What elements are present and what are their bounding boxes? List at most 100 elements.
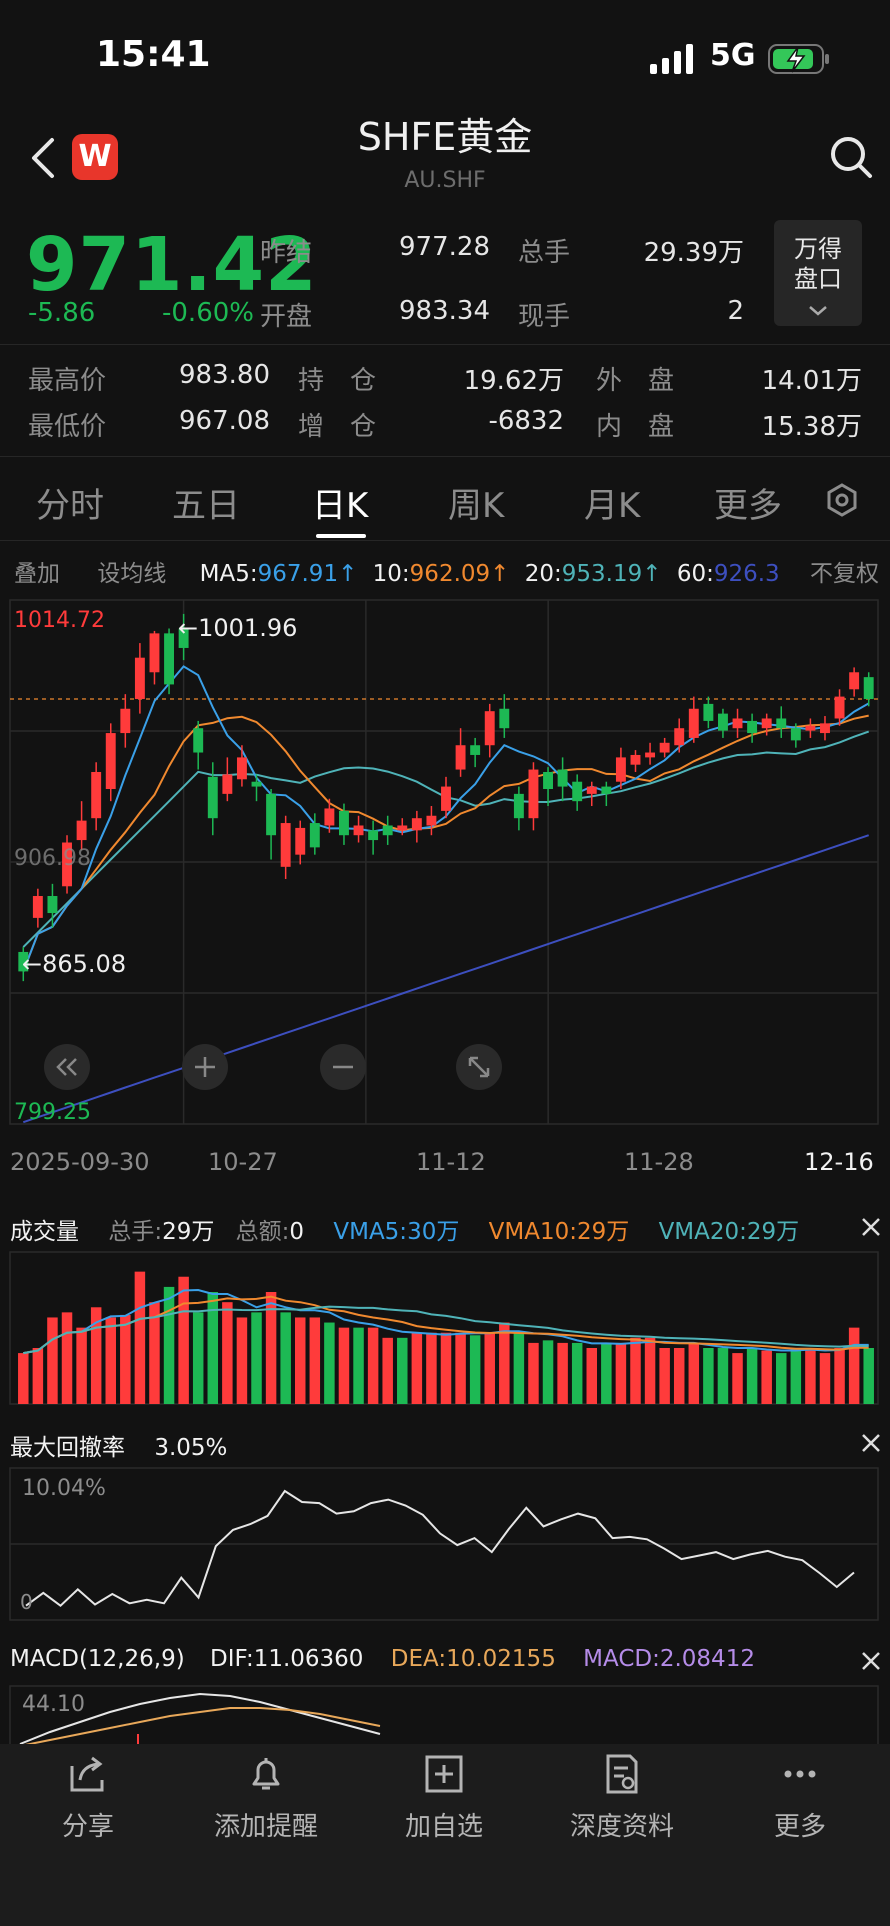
- tab-day-k[interactable]: 日K: [312, 486, 369, 526]
- volume-bar: [601, 1342, 612, 1404]
- candle-body: [572, 781, 583, 802]
- open-label: 开盘: [260, 302, 313, 332]
- macd-top-label: 44.10: [22, 1692, 85, 1717]
- volume-bar: [251, 1312, 262, 1404]
- total-hands-label: 总手:: [108, 1219, 163, 1245]
- candle-body: [105, 733, 116, 790]
- ma5-label: MA5:: [199, 561, 258, 587]
- volume-bar: [805, 1348, 816, 1404]
- deep-data-label: 深度资料: [569, 1812, 674, 1842]
- fullscreen-button[interactable]: [456, 1044, 502, 1090]
- ma20-label: 20:: [524, 561, 562, 587]
- open-interest-label: 持 仓: [298, 366, 377, 396]
- divider: [0, 540, 890, 541]
- add-watchlist-label: 加自选: [404, 1812, 483, 1842]
- ma5-value: 967.91↑: [257, 561, 358, 587]
- wind-orderbook-button[interactable]: 万得 盘口: [774, 220, 862, 326]
- candle-body: [557, 769, 568, 787]
- document-icon: [606, 1754, 638, 1794]
- dea-value: 10.02155: [446, 1646, 556, 1672]
- close-volume-icon[interactable]: [860, 1216, 882, 1238]
- candle-body: [76, 820, 87, 841]
- tab-week-k[interactable]: 周K: [448, 486, 505, 526]
- volume-bar: [819, 1353, 831, 1404]
- candle-body: [834, 696, 845, 719]
- candle-body: [222, 774, 233, 794]
- scroll-left-button[interactable]: [44, 1044, 90, 1090]
- macd-title: MACD(12,26,9): [10, 1646, 185, 1672]
- set-ma-button[interactable]: 设均线: [97, 561, 167, 587]
- share-button[interactable]: 分享: [8, 1752, 168, 1843]
- low-annotation: ←865.08: [22, 950, 127, 978]
- volume-bar: [630, 1337, 641, 1404]
- drawdown-title: 最大回撤率: [10, 1435, 125, 1461]
- vma20-value: 29万: [746, 1219, 800, 1245]
- candle-body: [455, 745, 466, 770]
- candle-body: [615, 757, 626, 782]
- open-value: 983.34: [399, 296, 490, 326]
- y-min-label: 799.25: [14, 1100, 91, 1125]
- no-adjust-button[interactable]: 不复权: [804, 554, 879, 588]
- candle-body: [776, 718, 787, 729]
- volume-bar: [586, 1348, 598, 1404]
- volume-bar: [265, 1292, 277, 1404]
- deep-data-button[interactable]: 深度资料: [542, 1752, 702, 1843]
- settings-icon[interactable]: [824, 482, 860, 518]
- close-macd-icon[interactable]: [860, 1650, 882, 1672]
- candle-body: [805, 725, 816, 731]
- volume-bar: [236, 1317, 248, 1404]
- date-label-1: 2025-09-30: [10, 1148, 150, 1176]
- tab-five-day[interactable]: 五日: [172, 486, 240, 526]
- search-icon[interactable]: [828, 134, 874, 180]
- y-max-label: 1014.72: [14, 608, 105, 633]
- drawdown-top-label: 10.04%: [22, 1476, 106, 1501]
- low-annotation-value: 865.08: [42, 950, 127, 978]
- candle-body: [659, 742, 670, 753]
- volume-title: 成交量: [10, 1219, 79, 1245]
- volume-bar: [120, 1314, 131, 1404]
- close-drawdown-icon[interactable]: [860, 1432, 882, 1454]
- current-hand-label: 现手: [518, 302, 571, 332]
- tab-more[interactable]: 更多: [714, 486, 782, 526]
- zoom-out-button[interactable]: [320, 1044, 366, 1090]
- more-button[interactable]: 更多: [720, 1752, 880, 1843]
- candlestick-chart[interactable]: [0, 594, 890, 1134]
- volume-bar: [732, 1353, 743, 1404]
- total-volume-value: 29.39万: [643, 238, 744, 268]
- volume-bar: [192, 1312, 204, 1404]
- signal-icon: [650, 44, 693, 74]
- share-icon: [70, 1756, 104, 1792]
- overlay-button[interactable]: 叠加: [14, 561, 60, 587]
- open-interest-value: 19.62万: [463, 366, 564, 396]
- volume-bar: [542, 1340, 554, 1404]
- zoom-in-button[interactable]: [182, 1044, 228, 1090]
- status-time: 15:41: [96, 34, 211, 75]
- oi-change-value: -6832: [488, 406, 564, 436]
- back-arrow-icon[interactable]: [28, 136, 58, 180]
- tab-month-k[interactable]: 月K: [584, 486, 641, 526]
- volume-bar: [76, 1327, 87, 1404]
- candle-body: [499, 708, 510, 729]
- candle-body: [441, 786, 451, 811]
- candle-body: [630, 754, 641, 765]
- tab-intraday[interactable]: 分时: [36, 486, 104, 526]
- volume-bar: [222, 1302, 233, 1404]
- volume-bar: [790, 1348, 802, 1404]
- add-alert-button[interactable]: 添加提醒: [186, 1752, 346, 1843]
- volume-bar: [571, 1342, 583, 1404]
- volume-chart: [9, 1251, 879, 1405]
- volume-bar: [863, 1348, 874, 1404]
- candle-body: [790, 728, 801, 741]
- candle-body: [149, 633, 160, 673]
- candle-body: [674, 728, 685, 746]
- volume-bar: [848, 1327, 860, 1404]
- candle-body: [339, 810, 349, 836]
- price-change-percent: -0.60%: [162, 298, 254, 328]
- candle-body: [717, 713, 728, 731]
- candle-body: [470, 745, 481, 755]
- macd-legend: MACD(12,26,9) DIF:11.06360 DEA:10.02155 …: [10, 1646, 755, 1672]
- volume-bar: [178, 1276, 189, 1404]
- prev-settle-value: 977.28: [399, 232, 490, 262]
- add-watchlist-button[interactable]: 加自选: [364, 1752, 524, 1843]
- candle-body: [120, 708, 131, 734]
